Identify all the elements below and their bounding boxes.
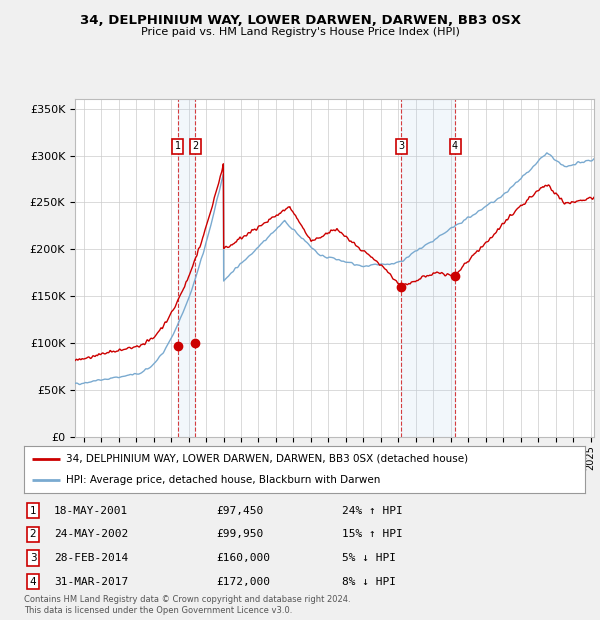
Text: 1: 1 — [175, 141, 181, 151]
Text: 1: 1 — [29, 506, 37, 516]
Text: Price paid vs. HM Land Registry's House Price Index (HPI): Price paid vs. HM Land Registry's House … — [140, 27, 460, 37]
Text: 2: 2 — [192, 141, 199, 151]
Text: 34, DELPHINIUM WAY, LOWER DARWEN, DARWEN, BB3 0SX: 34, DELPHINIUM WAY, LOWER DARWEN, DARWEN… — [79, 14, 521, 27]
Text: 3: 3 — [29, 553, 37, 563]
Text: 24% ↑ HPI: 24% ↑ HPI — [342, 506, 403, 516]
Text: HPI: Average price, detached house, Blackburn with Darwen: HPI: Average price, detached house, Blac… — [66, 476, 380, 485]
Text: 5% ↓ HPI: 5% ↓ HPI — [342, 553, 396, 563]
Bar — [178, 99, 195, 437]
Text: 3: 3 — [398, 141, 404, 151]
Text: 4: 4 — [29, 577, 37, 587]
Text: £160,000: £160,000 — [216, 553, 270, 563]
Text: 2: 2 — [29, 529, 37, 539]
Text: This data is licensed under the Open Government Licence v3.0.: This data is licensed under the Open Gov… — [24, 606, 292, 615]
Text: 34, DELPHINIUM WAY, LOWER DARWEN, DARWEN, BB3 0SX (detached house): 34, DELPHINIUM WAY, LOWER DARWEN, DARWEN… — [66, 454, 468, 464]
Text: 4: 4 — [452, 141, 458, 151]
Bar — [401, 99, 455, 437]
Text: Contains HM Land Registry data © Crown copyright and database right 2024.: Contains HM Land Registry data © Crown c… — [24, 595, 350, 604]
Text: £97,450: £97,450 — [216, 506, 263, 516]
Text: 15% ↑ HPI: 15% ↑ HPI — [342, 529, 403, 539]
Text: £172,000: £172,000 — [216, 577, 270, 587]
Text: 31-MAR-2017: 31-MAR-2017 — [54, 577, 128, 587]
Text: 24-MAY-2002: 24-MAY-2002 — [54, 529, 128, 539]
Text: 18-MAY-2001: 18-MAY-2001 — [54, 506, 128, 516]
Text: 28-FEB-2014: 28-FEB-2014 — [54, 553, 128, 563]
Text: 8% ↓ HPI: 8% ↓ HPI — [342, 577, 396, 587]
Text: £99,950: £99,950 — [216, 529, 263, 539]
